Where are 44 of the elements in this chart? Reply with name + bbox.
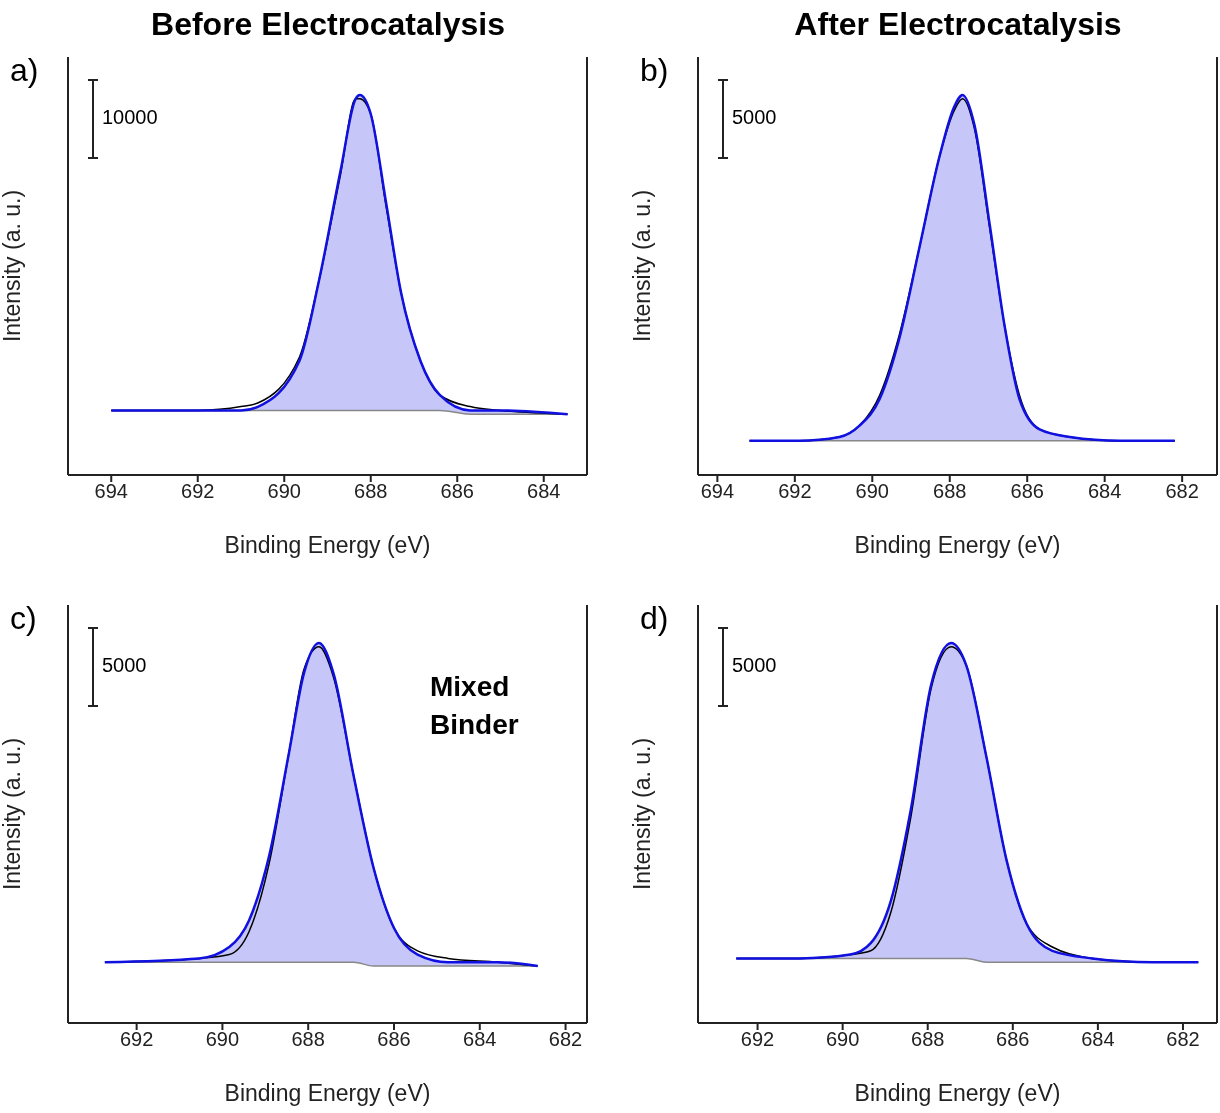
x-tick-label: 688: [911, 1028, 945, 1051]
x-axis-title: Binding Energy (eV): [224, 1080, 431, 1106]
x-tick-label: 686: [1010, 480, 1044, 503]
x-tick-label: 686: [377, 1028, 411, 1051]
x-tick-label: 692: [740, 1028, 775, 1051]
x-tick-label: 682: [548, 1028, 583, 1051]
x-tick-label: 686: [996, 1028, 1030, 1051]
x-axis-title: Binding Energy (eV): [224, 532, 431, 558]
y-axis-title: Intensity (a. u.): [629, 189, 656, 343]
annotation: 10000: [102, 105, 158, 129]
x-tick-label: 684: [1081, 1028, 1115, 1051]
x-axis-title: Binding Energy (eV): [854, 1080, 1061, 1106]
text: c): [10, 600, 37, 637]
x-tick-label: 686: [440, 480, 474, 503]
x-tick-label: 690: [825, 1028, 860, 1051]
annotation: 5000: [732, 653, 777, 677]
x-tick-label: 684: [1087, 480, 1122, 503]
x-axis-title: Binding Energy (eV): [854, 532, 1061, 558]
x-tick-label: 690: [267, 480, 301, 503]
x-tick-label: 690: [855, 480, 889, 503]
text: b): [640, 52, 669, 89]
annotation: 5000: [102, 653, 147, 677]
x-tick-label: 684: [527, 480, 561, 503]
y-axis-title: Intensity (a. u.): [629, 737, 656, 891]
text: d): [640, 600, 669, 637]
annotation: Mixed Binder: [430, 670, 520, 742]
x-tick-label: 694: [700, 480, 735, 503]
x-tick-label: 694: [94, 480, 128, 503]
x-tick-label: 684: [463, 1028, 497, 1051]
y-axis-title: Intensity (a. u.): [0, 189, 26, 343]
x-tick-label: 690: [205, 1028, 240, 1051]
x-tick-label: 682: [1166, 1028, 1200, 1051]
x-tick-label: 692: [119, 1028, 154, 1051]
x-tick-label: 692: [181, 480, 215, 503]
x-tick-label: 682: [1165, 480, 1199, 503]
annotation: 5000: [732, 105, 777, 129]
chart-title: After Electrocatalysis: [793, 6, 1123, 43]
y-axis-title: Intensity (a. u.): [0, 737, 26, 891]
chart-title: Before Electrocatalysis: [150, 6, 506, 43]
x-tick-label: 688: [354, 480, 388, 503]
text: a): [10, 52, 39, 89]
x-tick-label: 688: [933, 480, 967, 503]
x-tick-label: 688: [291, 1028, 325, 1051]
x-tick-label: 692: [778, 480, 812, 503]
